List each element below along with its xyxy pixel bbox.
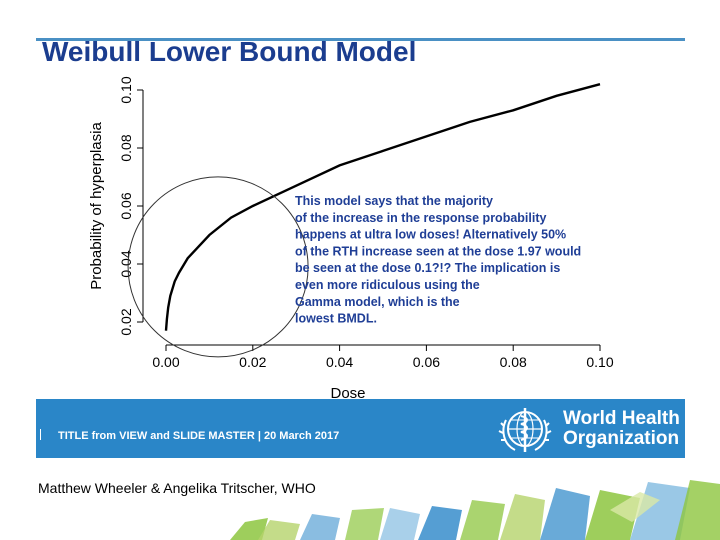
x-tick-label: 0.00: [152, 354, 179, 370]
annotation-line: of the RTH increase seen at the dose 1.9…: [295, 244, 581, 258]
annotation-line: happens at ultra low doses! Alternativel…: [295, 228, 566, 242]
footer-bar: TITLE from VIEW and SLIDE MASTER | 20 Ma…: [36, 399, 685, 458]
annotation-circle: [127, 176, 309, 358]
decorative-ribbon: [230, 480, 720, 540]
y-axis-label: Probability of hyperplasia: [88, 122, 105, 290]
chart-series: [164, 83, 601, 331]
x-tick-label: 0.02: [239, 354, 266, 370]
footer-text: TITLE from VIEW and SLIDE MASTER | 20 Ma…: [58, 430, 339, 442]
footer-separator: |: [257, 430, 261, 442]
chart-axes: Dose Probability of hyperplasia: [88, 90, 600, 400]
who-wordmark: World Health Organization: [563, 409, 683, 449]
annotation-line: of the increase in the response probabil…: [295, 211, 546, 225]
annotation-line: even more ridiculous using the: [295, 278, 480, 292]
y-tick-label: 0.04: [118, 250, 134, 277]
title-rule: [36, 38, 685, 41]
y-tick-label: 0.10: [118, 76, 134, 103]
slide-title: Weibull Lower Bound Model: [42, 36, 417, 67]
x-tick-label: 0.04: [326, 354, 353, 370]
footer-tick-mark: [40, 429, 41, 440]
y-tick-label: 0.02: [118, 308, 134, 335]
x-axis-label: Dose: [330, 385, 365, 400]
x-tick-label: 0.06: [413, 354, 440, 370]
chart-annotation: This model says that the majority of the …: [127, 176, 581, 358]
y-tick-label: 0.08: [118, 134, 134, 161]
footer-date: 20 March 2017: [263, 430, 340, 442]
annotation-line: This model says that the majority: [295, 194, 493, 208]
slide-credit: Matthew Wheeler & Angelika Tritscher, WH…: [38, 480, 316, 496]
x-tick-label: 0.08: [500, 354, 527, 370]
series-line: [164, 83, 601, 331]
who-wordmark-line2: Organization: [563, 428, 680, 449]
footer-title: TITLE from VIEW and SLIDE MASTER: [58, 430, 255, 442]
annotation-line: lowest BMDL.: [295, 312, 377, 326]
who-emblem-icon: [498, 408, 552, 452]
x-tick-label: 0.10: [586, 354, 613, 370]
who-wordmark-line1: World Health: [563, 408, 680, 429]
annotation-line: be seen at the dose 0.1?!? The implicati…: [295, 261, 560, 275]
annotation-line: Gamma model, which is the: [295, 295, 460, 309]
y-tick-label: 0.06: [118, 192, 134, 219]
chart-ticks: 0.00 0.02 0.04 0.06 0.08 0.10 0.02 0.04 0.06 0.08…: [118, 76, 614, 370]
